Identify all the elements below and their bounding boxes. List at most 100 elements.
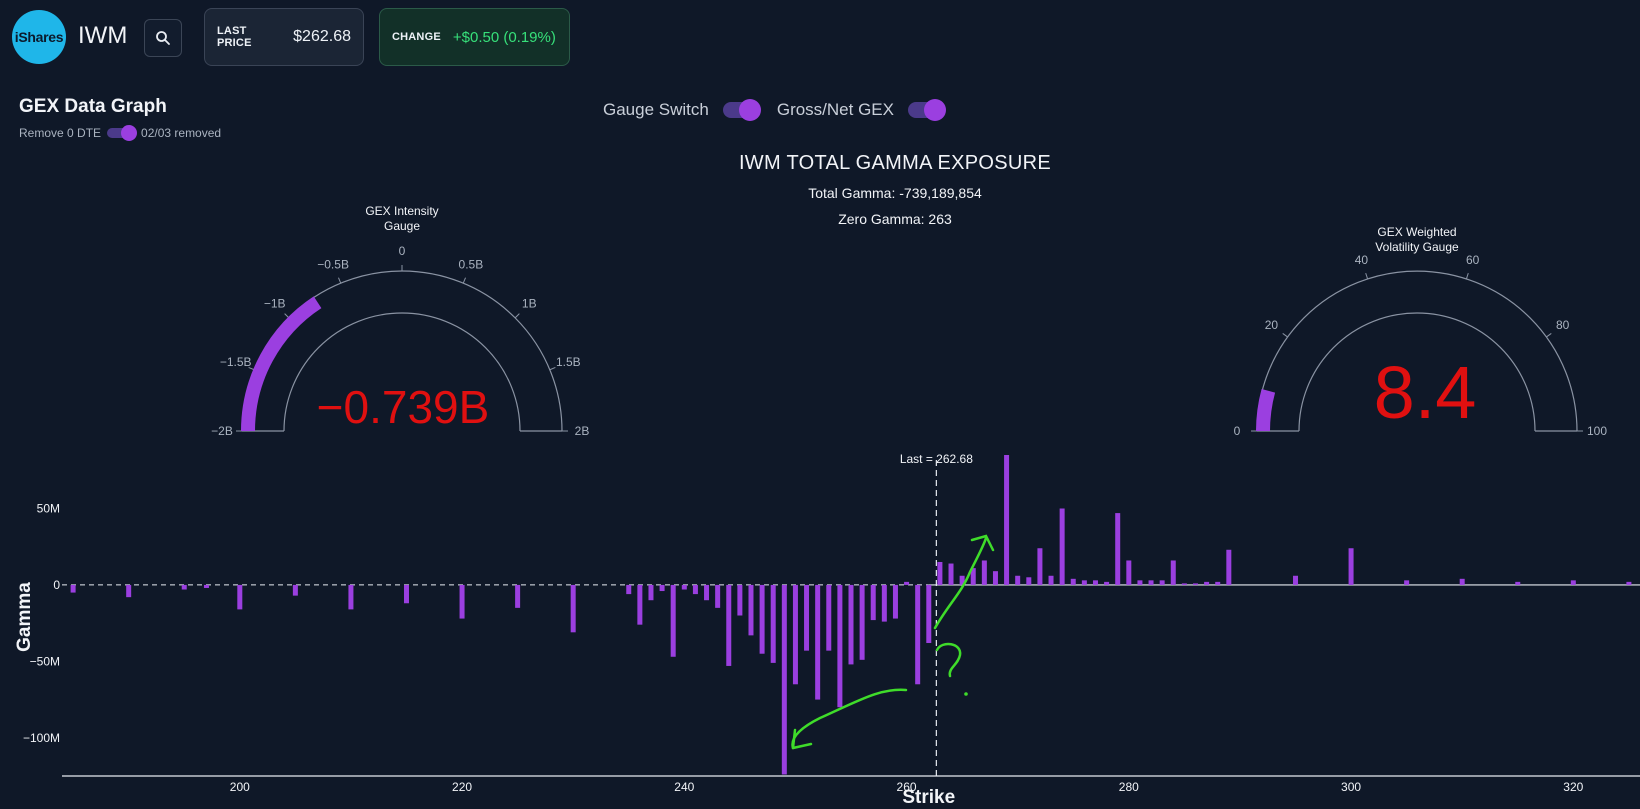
gamma-bar [1226,549,1232,585]
intensity-gauge-tick-label: 1.5B [556,355,581,369]
gamma-bar [203,584,209,588]
x-tick-label: 260 [897,780,917,794]
intensity-gauge-tick-label: −0.5B [317,258,349,272]
volatility-gauge-title-1: GEX Weighted [1377,225,1456,239]
gamma-bar [1115,513,1121,585]
gross-net-gex-toggle[interactable] [907,99,946,121]
x-axis-title: Strike [902,787,955,808]
volatility-gauge-tick [1365,272,1369,279]
search-icon [156,31,170,45]
intensity-gauge-tick [514,313,520,319]
gross-net-gex-label: Gross/Net GEX [776,100,894,119]
intensity-gauge-value-band [241,296,322,432]
gamma-bar [1015,575,1021,585]
gamma-bar [1626,581,1632,585]
gamma-bar [570,584,576,633]
removed-status: 02/03 removed [141,126,222,140]
y-tick-label: −100M [23,731,60,745]
volatility-gauge-inner-arc [1298,312,1536,432]
x-tick-label: 300 [1341,780,1361,794]
gamma-bar [892,584,898,619]
annotation-dot [964,692,968,696]
intensity-gauge-tick-label: −1.5B [220,355,252,369]
volatility-gauge-value-band [1256,389,1276,432]
change-label: CHANGE [392,31,441,43]
gamma-bar [904,581,910,585]
gamma-bar [804,584,810,651]
last-price-label: LAST PRICE [217,25,252,49]
gamma-bar [1048,575,1054,585]
search-button[interactable] [144,19,182,57]
gamma-bar [937,562,943,585]
volatility-gauge-tick [1465,272,1469,279]
gamma-bar [726,584,732,666]
intensity-gauge-inner-arc [283,312,521,432]
gamma-bar [1348,548,1354,585]
gamma-bar [859,584,865,660]
gamma-bar [981,560,987,585]
intensity-gauge-value: −0.739B [317,381,490,433]
gamma-bar [637,584,643,625]
gamma-bar [1215,581,1221,585]
gamma-bar [1192,583,1198,585]
ishares-logo: iShares [12,10,66,64]
gamma-bar [1570,580,1576,585]
annotation-arrow-down [791,688,908,750]
gamma-bar [915,584,921,685]
gamma-bar [659,584,665,592]
chart-title: IWM TOTAL GAMMA EXPOSURE [738,152,1052,174]
gauge-switch-toggle[interactable] [722,99,761,121]
gamma-bar [1004,455,1010,585]
x-tick-label: 200 [230,780,250,794]
change-card: CHANGE +$0.50 (0.19%) [379,8,570,66]
intensity-gauge-tick-label: −1B [264,297,286,311]
gamma-bar [715,584,721,608]
volatility-gauge-tick [1546,333,1552,338]
gamma-bar [948,563,954,585]
total-gamma-text: Total Gamma: -739,189,854 [808,185,982,201]
gamma-bar [992,571,998,585]
gamma-bar [1059,508,1065,585]
annotation-arrow-up [933,536,988,630]
gamma-bar [1293,575,1299,585]
gamma-bar [692,584,698,595]
last-price-value: $262.68 [293,28,351,45]
gamma-bar [1026,577,1032,585]
gamma-bar [970,568,976,585]
gamma-bar [626,584,632,595]
intensity-gauge-tick-label: 2B [575,424,590,438]
gamma-bar [403,584,409,604]
gamma-bar [826,584,832,651]
gamma-bar [1159,580,1165,585]
gamma-bar [837,584,843,708]
y-tick-label: −50M [30,654,60,668]
gauge-switch-label: Gauge Switch [603,100,709,119]
y-tick-label: 50M [37,502,60,516]
gamma-bar [1081,580,1087,585]
ticker-symbol: IWM [78,22,128,49]
gamma-bar [759,584,765,654]
volatility-gauge-tick-label: 100 [1587,424,1607,438]
x-tick-label: 320 [1563,780,1583,794]
gamma-bar [770,584,776,663]
gauge-switch-row: Gauge Switch Gross/Net GEX [603,99,952,121]
gamma-bar [1104,581,1110,585]
remove-0dte-toggle[interactable] [107,125,138,141]
x-tick-label: 220 [452,780,472,794]
remove-0dte-row: Remove 0 DTE 02/03 removed [19,125,222,141]
logo-text: iShares [14,29,64,45]
volatility-gauge-tick [1282,333,1288,338]
gamma-bar [181,584,187,590]
change-value: +$0.50 (0.19%) [452,28,556,46]
gamma-bar [815,584,821,700]
annotation-question-mark [935,642,962,678]
volatility-gauge-tick-label: 60 [1466,253,1480,267]
gamma-bar [1148,580,1154,585]
gamma-bar [1092,580,1098,585]
gamma-bar [704,584,710,601]
gamma-bar [1070,578,1076,585]
annotation-arrowhead-up [970,534,995,552]
gamma-bar [1459,578,1465,585]
gamma-bar [1170,560,1176,585]
